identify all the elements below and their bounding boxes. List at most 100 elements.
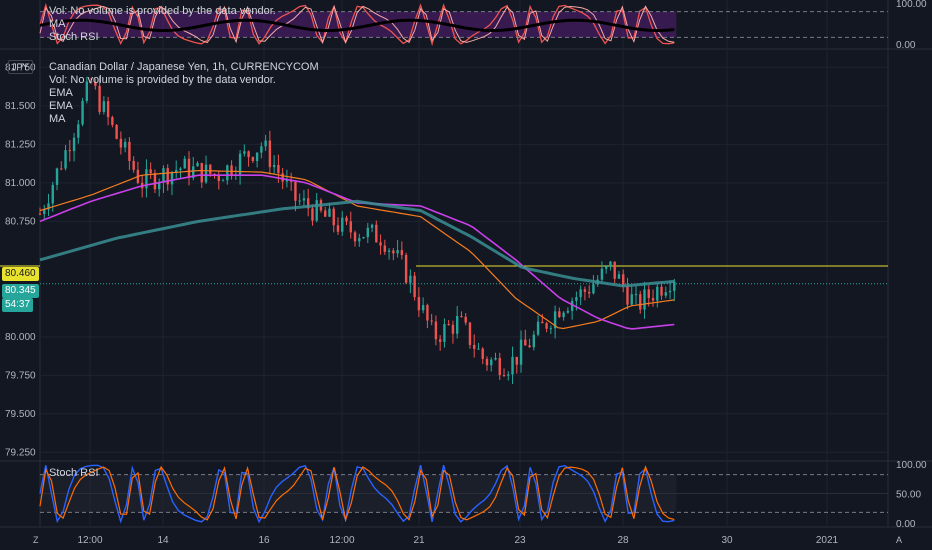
candle-body (660, 286, 663, 296)
candle-body (558, 311, 561, 318)
candle-body (366, 227, 369, 238)
candle-body (277, 165, 280, 174)
symbol-badge[interactable]: JPY (8, 60, 33, 74)
candle-body (272, 165, 276, 168)
candle-body (175, 169, 178, 172)
time-label-8: 2021 (816, 535, 839, 546)
candle-body (430, 320, 433, 322)
candle-body (353, 232, 357, 242)
top-pane-legend-stoch: Stoch RSI (49, 31, 99, 43)
candle-body (111, 117, 114, 125)
series-line-ema-1 (39, 174, 675, 330)
top-pane-legend-ma: MA (49, 18, 66, 30)
candles-group (38, 75, 676, 384)
candle-body (51, 184, 54, 204)
candle-body (349, 221, 352, 233)
last-price-label: 80.345 (2, 284, 39, 298)
chart-title: Canadian Dollar / Japanese Yen, 1h, CURR… (49, 61, 319, 73)
price-tick-7: 79.500 (5, 409, 36, 420)
candle-body (375, 224, 378, 243)
candle-body (464, 316, 467, 323)
price-tick-8: 79.250 (5, 447, 36, 458)
bar-countdown-label: 54:37 (2, 298, 34, 312)
candle-body (119, 138, 123, 148)
candle-body (341, 217, 344, 232)
top-pane-band (40, 11, 677, 38)
candle-body (524, 339, 527, 346)
candle-body (209, 164, 212, 174)
time-label-5: 23 (514, 535, 526, 546)
candle-body (162, 168, 165, 183)
candle-body (651, 298, 655, 301)
stoch-tick-0: 0.00 (896, 519, 916, 530)
candle-body (302, 198, 306, 201)
candle-body (149, 169, 152, 174)
auto-scale-button[interactable]: A (896, 535, 903, 545)
candle-body (545, 323, 548, 329)
legend-ma: MA (49, 113, 66, 125)
candle-body (409, 275, 412, 283)
time-label-7: 30 (721, 535, 733, 546)
candle-body (72, 137, 76, 152)
time-label-3: 12:00 (329, 535, 354, 546)
legend-vol: Vol: No volume is provided by the data v… (49, 74, 276, 86)
top-pane-d-line (39, 4, 675, 44)
candle-body (668, 290, 672, 293)
candle-body (634, 294, 638, 296)
candle-body (145, 169, 148, 189)
stoch-tick-50: 50.00 (896, 490, 921, 501)
candle-body (468, 322, 472, 345)
candle-body (77, 124, 80, 138)
candle-body (328, 208, 331, 217)
candle-body (362, 237, 365, 239)
top-pane-legend-vol: Vol: No volume is provided by the data v… (49, 5, 276, 17)
top-pane-tick-100: 100.00 (896, 0, 927, 10)
candle-body (613, 261, 616, 279)
time-label-2: 16 (258, 535, 270, 546)
price-tick-0: 81.750 (5, 62, 36, 73)
candle-body (213, 173, 216, 175)
candle-body (481, 348, 484, 359)
candle-body (553, 311, 557, 329)
candle-body (285, 179, 289, 182)
candle-body (247, 151, 250, 158)
time-label-0: 12:00 (77, 535, 102, 546)
candle-body (102, 101, 106, 112)
candle-body (226, 165, 229, 181)
candle-body (89, 81, 93, 83)
candle-body (315, 200, 318, 221)
candle-body (336, 225, 340, 232)
candle-body (609, 261, 612, 267)
candle-body (345, 217, 348, 222)
series-line-ema-0 (39, 169, 675, 330)
candle-body (383, 245, 387, 252)
price-tick-6: 79.750 (5, 370, 36, 381)
candle-body (511, 356, 514, 375)
candle-body (306, 198, 310, 209)
stoch-tick-100: 100.00 (896, 460, 927, 471)
time-label-4: 21 (413, 535, 425, 546)
price-tick-2: 81.250 (5, 139, 36, 150)
candle-body (604, 266, 608, 269)
candle-body (396, 250, 399, 254)
candle-body (443, 324, 446, 342)
candle-body (370, 224, 374, 228)
candle-body (647, 289, 650, 299)
candle-body (379, 242, 382, 246)
zoom-button[interactable]: Z (33, 535, 39, 545)
candle-body (579, 289, 582, 298)
candle-body (519, 339, 523, 365)
stoch-pane-title: Stoch RSI (49, 467, 99, 479)
candle-body (260, 146, 263, 153)
candle-body (562, 312, 565, 318)
candle-body (358, 238, 361, 242)
candle-body (528, 345, 531, 348)
candle-body (153, 173, 157, 190)
candle-body (566, 310, 570, 313)
candle-body (230, 165, 233, 176)
candle-body (643, 289, 646, 310)
candle-body (170, 171, 174, 185)
candle-body (251, 157, 255, 162)
candle-body (166, 168, 169, 185)
